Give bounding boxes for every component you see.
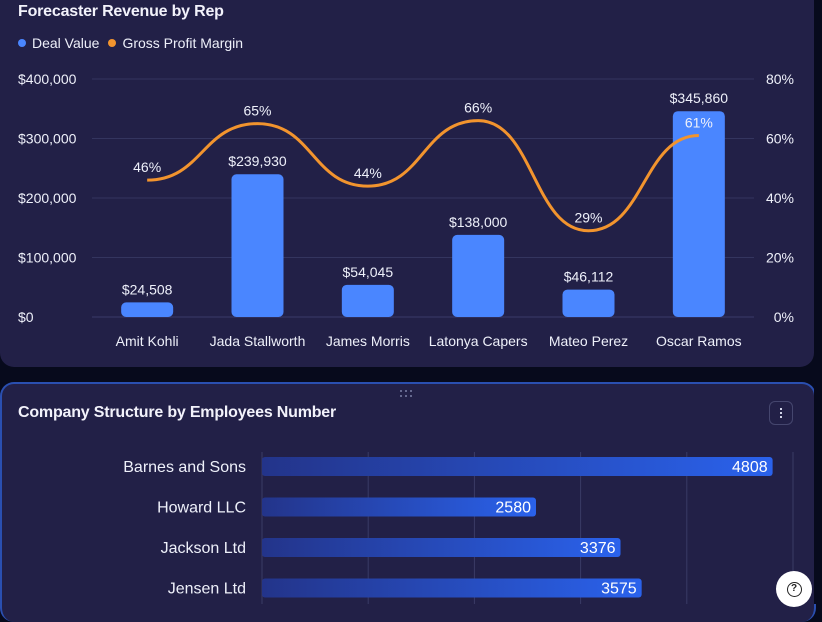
y-category-label: Jensen Ltd [168,581,246,598]
y-category-label: Barnes and Sons [123,459,246,476]
bar-employees [262,457,773,476]
bar-data-label: 3575 [601,581,637,598]
help-circle-icon: ? [787,582,802,597]
y-category-label: Jackson Ltd [161,540,246,557]
y-category-label: Howard LLC [157,500,246,517]
bar-employees [262,579,642,598]
bar-data-label: 2580 [495,500,531,517]
bar-data-label: 3376 [580,540,616,557]
help-button[interactable]: ? [776,571,812,607]
bar-employees [262,538,621,557]
employees-bar-chart: 4808 Barnes and Sons 2580 Howard LLC 3376 Jac… [0,0,822,604]
scrollbar-track[interactable] [814,0,822,604]
bar-data-label: 4808 [732,459,768,476]
